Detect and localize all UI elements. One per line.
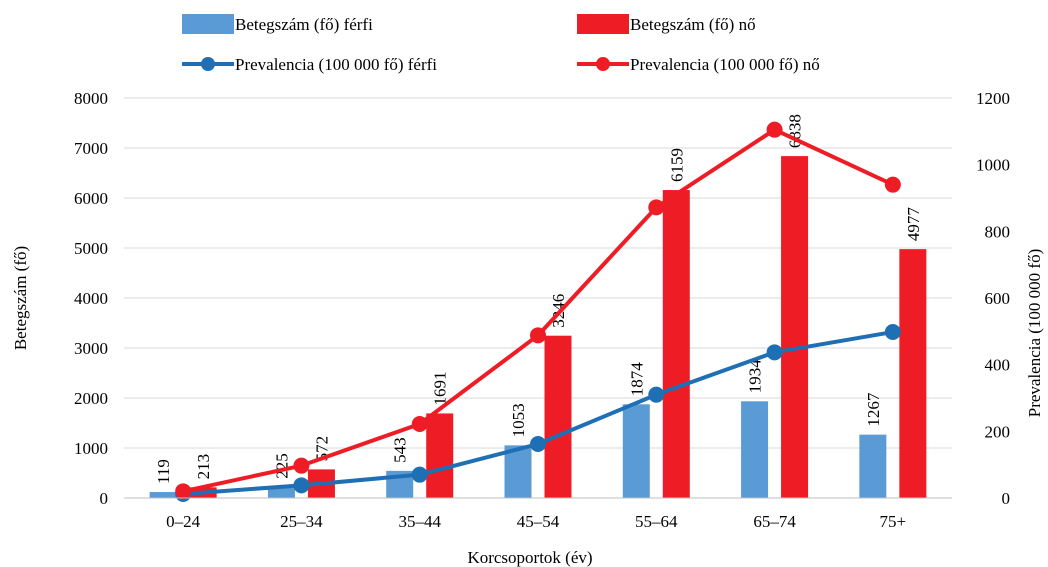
legend-label-line-male: Prevalencia (100 000 fő) férfi [235, 55, 437, 74]
bar-female-2 [426, 413, 453, 498]
point-male-3 [530, 436, 546, 452]
point-male-4 [648, 387, 664, 403]
bar-male-6 [859, 435, 886, 498]
y-tick-label-right: 0 [1002, 489, 1011, 508]
bar-female-4 [663, 190, 690, 498]
y-tick-label-right: 400 [985, 356, 1011, 375]
y-tick-label-left: 7000 [74, 139, 108, 158]
bar-label-male-2: 543 [391, 437, 410, 463]
bar-male-0 [150, 492, 177, 498]
bar-female-6 [899, 249, 926, 498]
point-female-6 [885, 177, 901, 193]
legend-marker-line-male [201, 57, 215, 71]
y-tick-label-left: 2000 [74, 389, 108, 408]
y-tick-label-left: 1000 [74, 439, 108, 458]
x-tick-label: 35–44 [398, 512, 441, 531]
y-tick-label-right: 600 [985, 289, 1011, 308]
point-male-6 [885, 324, 901, 340]
x-tick-label: 65–74 [753, 512, 796, 531]
legend-label-bar-female: Betegszám (fő) nő [630, 15, 756, 34]
x-tick-label: 25–34 [280, 512, 323, 531]
legend-swatch-bar-male [182, 14, 234, 34]
point-male-5 [767, 344, 783, 360]
bar-label-female-6: 4977 [904, 207, 923, 242]
x-tick-label: 55–64 [635, 512, 678, 531]
bar-female-3 [545, 336, 572, 498]
y-tick-label-left: 8000 [74, 89, 108, 108]
y-tick-label-left: 3000 [74, 339, 108, 358]
bar-male-4 [623, 404, 650, 498]
legend-marker-line-female [596, 57, 610, 71]
gridlines [124, 98, 952, 448]
y-tick-label-right: 200 [985, 422, 1011, 441]
y-tick-label-right: 1200 [976, 89, 1010, 108]
legend-label-line-female: Prevalencia (100 000 fő) nő [630, 55, 820, 74]
y-axis-left-title: Betegszám (fő) [11, 246, 30, 350]
x-axis-ticks: 0–24 25–34 35–44 45–54 55–64 65–74 75+ [166, 512, 906, 531]
bar-male-5 [741, 401, 768, 498]
point-female-3 [530, 327, 546, 343]
bar-label-male-6: 1267 [864, 392, 883, 427]
y-tick-label-left: 0 [100, 489, 109, 508]
point-male-1 [293, 477, 309, 493]
x-axis-title: Korcsoportok (év) [467, 548, 592, 567]
point-male-2 [412, 467, 428, 483]
bar-label-male-3: 1053 [509, 403, 528, 437]
x-tick-label: 75+ [880, 512, 907, 531]
y-tick-label-left: 4000 [74, 289, 108, 308]
bar-label-male-5: 1934 [746, 359, 765, 394]
y-axis-right-ticks: 0 200 400 600 800 1000 1200 [976, 89, 1010, 508]
y-axis-right-title: Prevalencia (100 000 fő) [1025, 249, 1044, 418]
y-axis-left-ticks: 0 1000 2000 3000 4000 5000 6000 7000 8000 [74, 89, 108, 508]
point-female-0 [175, 483, 191, 499]
bar-label-female-2: 1691 [431, 371, 450, 405]
point-female-2 [412, 416, 428, 432]
point-female-5 [767, 122, 783, 138]
legend-swatch-bar-female [577, 14, 629, 34]
bar-label-female-4: 6159 [667, 148, 686, 182]
point-female-4 [648, 199, 664, 215]
bar-label-female-0: 213 [194, 454, 213, 480]
bar-label-male-1: 225 [272, 453, 291, 479]
bar-female-5 [781, 156, 808, 498]
bar-label-male-0: 119 [154, 459, 173, 484]
y-tick-label-right: 1000 [976, 156, 1010, 175]
y-tick-label-left: 5000 [74, 239, 108, 258]
point-female-1 [293, 458, 309, 474]
bar-label-male-4: 1874 [627, 362, 646, 397]
legend-label-bar-male: Betegszám (fő) férfi [235, 15, 373, 34]
y-tick-label-left: 6000 [74, 189, 108, 208]
y-tick-label-right: 800 [985, 222, 1011, 241]
legend: Betegszám (fő) férfi Betegszám (fő) nő P… [182, 14, 820, 74]
x-tick-label: 45–54 [517, 512, 560, 531]
x-tick-label: 0–24 [166, 512, 201, 531]
